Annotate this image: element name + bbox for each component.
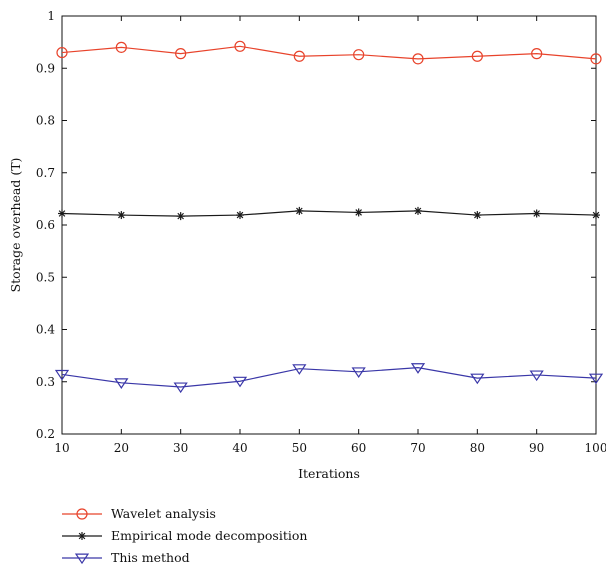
series-3-point-70	[410, 363, 426, 374]
series-3-point-40	[232, 376, 248, 388]
series-3-point-80	[470, 373, 485, 385]
legend-marker-2	[78, 532, 86, 540]
x-tick-label-60: 60	[351, 441, 366, 455]
series-2-point-80	[473, 211, 482, 220]
series-3-point-60	[351, 367, 366, 379]
x-tick-label-90: 90	[529, 441, 544, 455]
legend-marker-1	[76, 508, 88, 520]
legend-entry-1: Wavelet analysis	[62, 506, 216, 521]
plot-frame	[61, 15, 597, 435]
series-2-point-30	[176, 212, 185, 221]
legend-label-3: This method	[111, 550, 190, 565]
legend: Wavelet analysis Empirical mode decomposi…	[62, 506, 307, 565]
y-tick-label-2: 0.4	[36, 323, 55, 337]
series-2-point-40	[236, 211, 244, 220]
series-3-point-20	[114, 378, 129, 389]
axis-ticks	[61, 15, 597, 435]
series-3-point-10	[54, 369, 70, 381]
series-2-point-70	[414, 206, 422, 215]
plot-area	[61, 15, 597, 435]
legend-marker-3	[74, 553, 90, 565]
y-tick-label-3: 0.5	[36, 270, 55, 284]
series-1-line	[61, 45, 597, 60]
series-1-point-60	[353, 49, 365, 61]
y-tick-label-7: 0.9	[36, 61, 55, 75]
series-2-point-100	[592, 211, 600, 220]
series-1-point-20	[115, 41, 127, 53]
series-2-point-60	[354, 208, 363, 217]
legend-entry-2: Empirical mode decomposition	[62, 528, 307, 543]
series-1-point-80	[471, 50, 483, 62]
axis-tick-labels: 10 20 30 40 50 60 70 80 90 100 0.2 0.3 0.4 0.5 0.6 0.7 0…	[36, 9, 606, 455]
series-1-point-100	[590, 53, 602, 65]
x-tick-label-10: 10	[54, 441, 69, 455]
series-1-point-50	[293, 50, 305, 62]
series-1-point-10	[56, 46, 68, 59]
series-1-point-40	[234, 40, 246, 52]
series-3-point-90	[529, 370, 544, 382]
series-1-point-90	[531, 48, 543, 60]
series-3-line	[61, 367, 597, 388]
series-2-point-10	[58, 209, 66, 218]
series-3-point-100	[588, 373, 604, 385]
y-tick-label-6: 0.8	[36, 114, 55, 128]
series-1	[56, 40, 602, 65]
series-2	[58, 206, 600, 221]
legend-entry-3: This method	[62, 550, 190, 565]
legend-label-1: Wavelet analysis	[111, 506, 216, 521]
series-3-point-30	[173, 382, 188, 394]
series-1-point-70	[412, 53, 424, 65]
x-tick-label-50: 50	[292, 441, 307, 455]
series-1-point-30	[175, 48, 187, 60]
series-2-point-50	[295, 206, 304, 215]
y-axis-title: Storage overhead (T)	[8, 158, 23, 293]
series-2-line	[61, 210, 597, 217]
y-tick-label-1: 0.3	[36, 375, 55, 389]
y-tick-label-8: 1	[47, 9, 55, 23]
y-tick-label-0: 0.2	[36, 427, 55, 441]
x-tick-label-100: 100	[585, 441, 606, 455]
series-2-point-20	[117, 211, 126, 220]
y-tick-label-4: 0.6	[36, 218, 55, 232]
x-tick-label-30: 30	[173, 441, 188, 455]
x-tick-label-70: 70	[410, 441, 425, 455]
x-tick-label-40: 40	[232, 441, 247, 455]
series-2-point-90	[532, 209, 541, 218]
x-tick-label-80: 80	[470, 441, 485, 455]
series-layer	[54, 40, 604, 394]
series-3	[54, 363, 604, 394]
x-axis-title: Iterations	[298, 466, 360, 481]
legend-label-2: Empirical mode decomposition	[111, 528, 307, 543]
y-tick-label-5: 0.7	[36, 166, 55, 180]
x-tick-label-20: 20	[114, 441, 129, 455]
series-3-point-50	[292, 364, 307, 375]
